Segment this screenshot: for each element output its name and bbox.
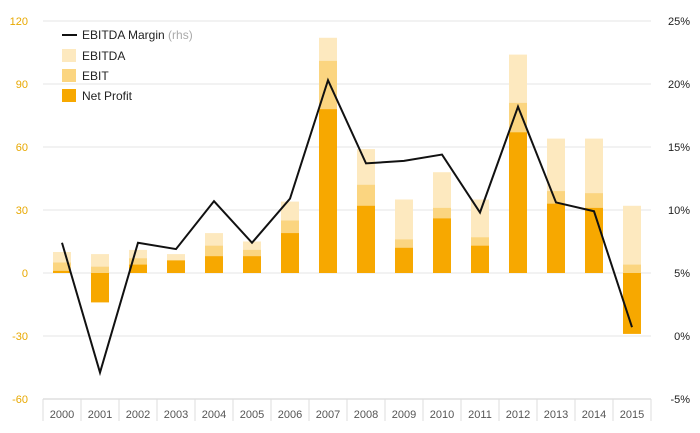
bar-ebit [623,264,641,273]
y-left-tick-label: 60 [16,142,28,154]
bar-net-profit [205,256,223,273]
x-tick-label: 2004 [202,409,226,421]
legend: EBITDA Margin (rhs) EBITDA EBIT Net Prof… [62,28,193,103]
x-tick-label: 2002 [126,409,150,421]
y-left-tick-label: -60 [12,394,28,406]
bar-net-profit [167,260,185,273]
x-tick-label: 2013 [544,409,568,421]
y-right-tick-label: 20% [668,79,690,91]
legend-swatch-ebit [62,69,76,82]
y-right-tick-label: 5% [674,268,690,280]
bar-ebitda [623,205,641,273]
x-tick-label: 2015 [620,409,644,421]
axes: -60 -30 0 30 60 90 120 -5% 0% 5% 10% 15% 20% 25% 2000 2… [10,16,690,421]
legend-label-ebit: EBIT [82,69,109,83]
y-right-tick-label: -5% [670,394,690,406]
x-tick-label: 2006 [278,409,302,421]
bar-ebit [91,266,109,273]
y-right-tick-label: 10% [668,205,690,217]
x-tick-label: 2007 [316,409,340,421]
bar-net-profit [129,264,147,273]
bar-net-profit [357,205,375,273]
legend-swatch-ebitda [62,49,76,62]
x-tick-label: 2010 [430,409,454,421]
bar-net-profit [623,273,641,334]
bars [53,37,641,334]
y-left-tick-label: 120 [10,16,28,28]
legend-label-ebitda: EBITDA [82,49,125,63]
bar-net-profit [243,256,261,273]
y-right-tick-label: 15% [668,142,690,154]
x-tick-label: 2014 [582,409,606,421]
bar-net-profit [547,203,565,273]
x-tick-label: 2008 [354,409,378,421]
y-left-tick-label: -30 [12,331,28,343]
y-left-tick-label: 0 [22,268,28,280]
x-tick-label: 2012 [506,409,530,421]
bar-net-profit [319,109,337,273]
legend-label-net-profit: Net Profit [82,89,133,103]
x-tick-label: 2000 [50,409,74,421]
legend-label-ebitda-margin: EBITDA Margin (rhs) [82,28,193,42]
bar-net-profit [433,218,451,273]
bar-net-profit [471,245,489,273]
x-tick-label: 2011 [468,409,492,421]
margin-line-group [61,77,633,377]
y-left-tick-label: 90 [16,79,28,91]
bar-net-profit [91,273,109,303]
y-right-tick-label: 0% [674,331,690,343]
x-tick-label: 2001 [88,409,112,421]
x-tick-label: 2009 [392,409,416,421]
bar-net-profit [585,207,603,273]
ebitda-margin-line [61,77,633,377]
y-left-tick-label: 30 [16,205,28,217]
bar-net-profit [53,270,71,273]
x-tick-label: 2005 [240,409,264,421]
bar-ebit [53,262,71,273]
bar-net-profit [509,132,527,273]
bar-net-profit [395,247,413,273]
y-right-tick-label: 25% [668,16,690,28]
bar-net-profit [281,233,299,273]
legend-swatch-net-profit [62,89,76,102]
x-tick-label: 2003 [164,409,188,421]
